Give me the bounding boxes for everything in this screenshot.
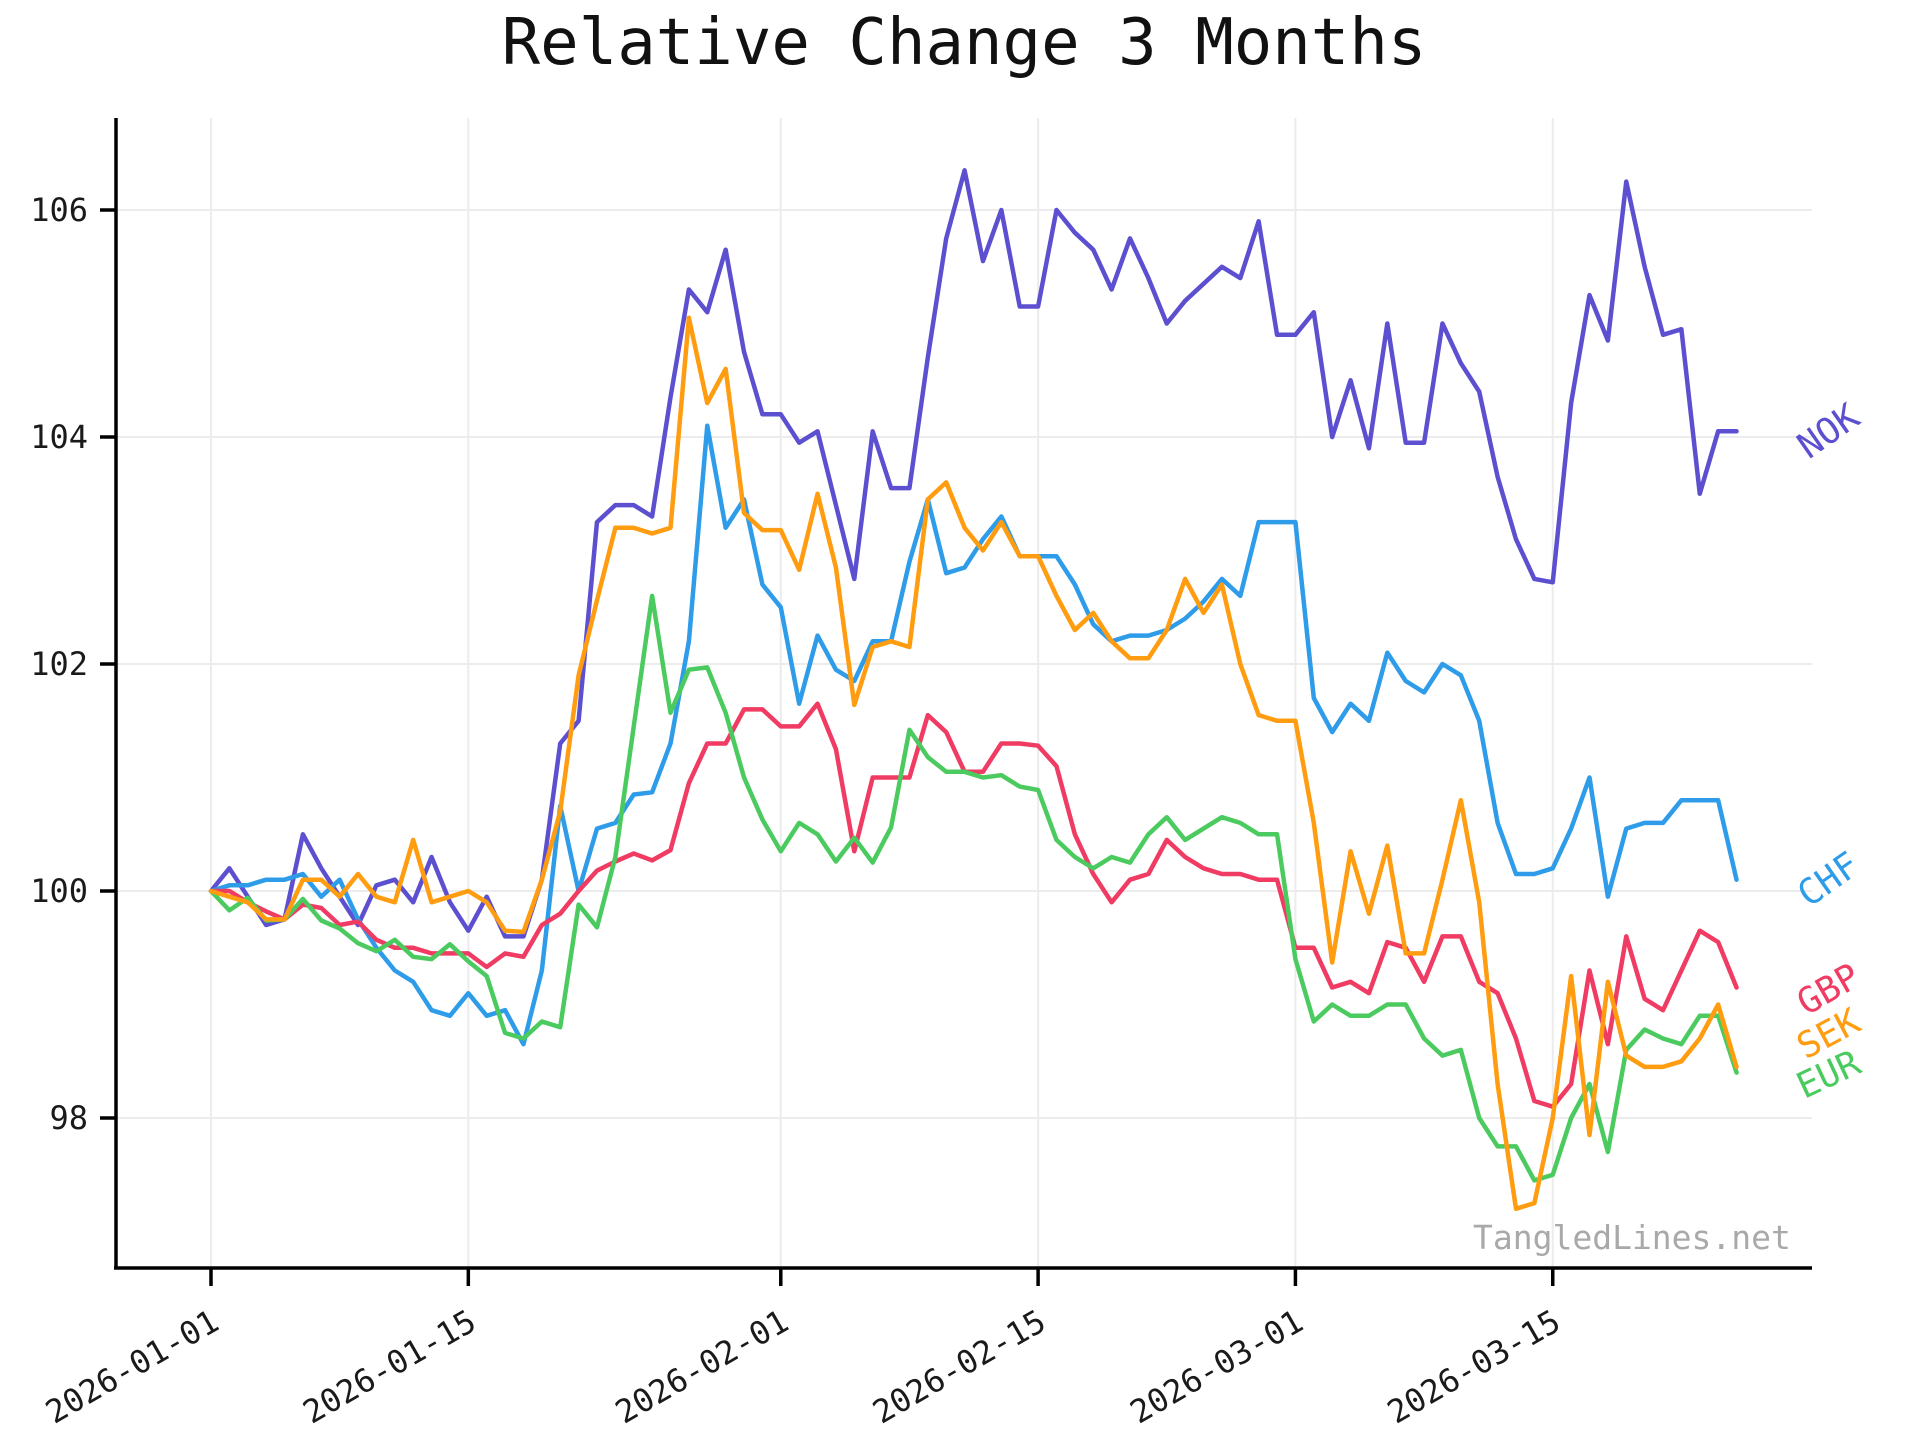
- y-tick-label: 98: [49, 1099, 88, 1137]
- x-tick-label: 2026-03-01: [1124, 1302, 1310, 1431]
- chart-title: Relative Change 3 Months: [501, 6, 1427, 80]
- y-tick-label: 104: [30, 418, 88, 456]
- x-tick-label: 2026-01-01: [39, 1302, 225, 1431]
- x-tick-label: 2026-02-01: [609, 1302, 795, 1431]
- series-label-nok: NOK: [1790, 396, 1867, 467]
- series-line-sek: [208, 315, 1739, 1212]
- series-line-eur: [208, 593, 1739, 1183]
- y-tick-label: 100: [30, 872, 88, 910]
- watermark-text: TangledLines.net: [1473, 1218, 1791, 1257]
- x-tick-label: 2026-01-15: [296, 1302, 482, 1431]
- x-tick-label: 2026-03-15: [1381, 1302, 1567, 1431]
- series-line-gbp: [208, 701, 1739, 1109]
- series-label-chf: CHF: [1790, 845, 1867, 916]
- y-tick-label: 106: [30, 191, 88, 229]
- series-line-nok: [208, 168, 1739, 939]
- series-line-chf: [208, 423, 1739, 1047]
- x-tick-label: 2026-02-15: [866, 1302, 1052, 1431]
- y-tick-label: 102: [30, 645, 88, 683]
